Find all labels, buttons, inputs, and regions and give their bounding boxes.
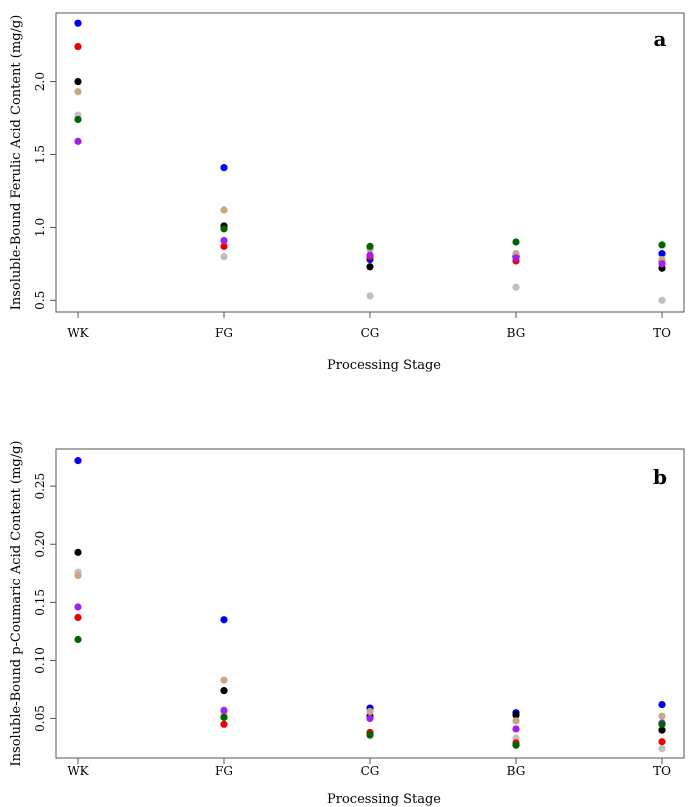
x-tick-label: CG [361,326,380,340]
data-point-red [220,242,228,250]
x-tick-label: BG [507,764,526,778]
x-axis-title: Processing Stage [327,792,441,807]
data-point-black [220,687,228,695]
data-point-blue [220,616,228,624]
data-point-green [220,225,228,233]
y-tick-label: 0.25 [33,473,47,500]
data-point-green [512,741,520,749]
data-point-gray [512,283,520,291]
data-point-blue [74,19,82,27]
data-point-green [74,115,82,124]
x-tick-label: FG [215,326,233,340]
data-point-green [512,238,520,246]
data-point-green [658,720,666,728]
data-point-blue [658,250,666,258]
y-tick-label: 1.0 [33,218,47,237]
data-point-purple [220,236,228,245]
data-point-black [658,726,666,734]
x-tick-label: TO [653,764,671,778]
data-point-blue [220,164,228,172]
data-point-purple [366,251,374,259]
data-point-tan [366,707,374,716]
data-point-tan [512,717,520,725]
y-tick-label: 1.5 [33,145,47,164]
y-tick-label: 0.05 [33,705,47,732]
data-point-gray [658,296,666,304]
data-point-black [74,77,82,86]
data-point-purple [74,137,82,145]
panel-letter: b [653,465,667,489]
y-tick-label: 0.5 [33,291,47,310]
data-point-green [366,731,374,739]
data-point-blue [74,457,82,465]
data-point-tan [658,712,666,720]
data-point-gray [366,292,374,300]
y-tick-label: 0.10 [33,647,47,674]
data-point-tan [74,88,82,96]
data-point-purple [74,603,82,611]
data-point-black [366,263,374,271]
data-point-red [74,42,82,51]
data-point-green [74,635,82,644]
x-tick-label: WK [67,326,89,340]
data-point-black [74,548,82,556]
x-axis-title: Processing Stage [327,358,441,373]
data-point-tan [220,676,228,684]
data-point-purple [658,260,666,268]
panel-letter: a [654,27,667,51]
data-point-gray [658,745,666,753]
y-tick-label: 0.20 [33,531,47,558]
x-tick-label: TO [653,326,671,340]
y-tick-label: 0.15 [33,589,47,616]
data-point-purple [512,254,520,262]
data-point-black [512,711,520,719]
y-axis-title: Insoluble-Bound Ferulic Acid Content (mg… [9,15,24,311]
x-tick-label: CG [361,764,380,778]
x-tick-label: FG [215,764,233,778]
data-point-red [74,613,82,622]
data-point-purple [512,725,520,733]
data-point-blue [658,700,666,709]
y-tick-label: 2.0 [33,72,47,91]
data-point-gray [220,252,228,261]
data-point-green [366,242,374,250]
data-point-red [220,720,228,728]
data-point-purple [220,706,228,714]
x-tick-label: BG [507,326,526,340]
chart-panel-b: b 0.05 0.10 0.15 0.20 0.25 WK FG CG BG TO Processin… [9,441,685,807]
data-point-green [658,241,666,249]
data-point-tan [220,206,228,214]
data-point-purple [366,714,374,723]
x-tick-label: WK [67,764,89,778]
data-point-tan [74,572,82,580]
data-point-red [658,738,666,746]
y-axis-title: Insoluble-Bound p-Coumaric Acid Content … [9,441,24,767]
data-point-green [220,713,228,721]
chart-panel-a: a 0.5 1.0 1.5 2.0 WK FG CG BG TO Processing Stage I… [9,12,685,373]
